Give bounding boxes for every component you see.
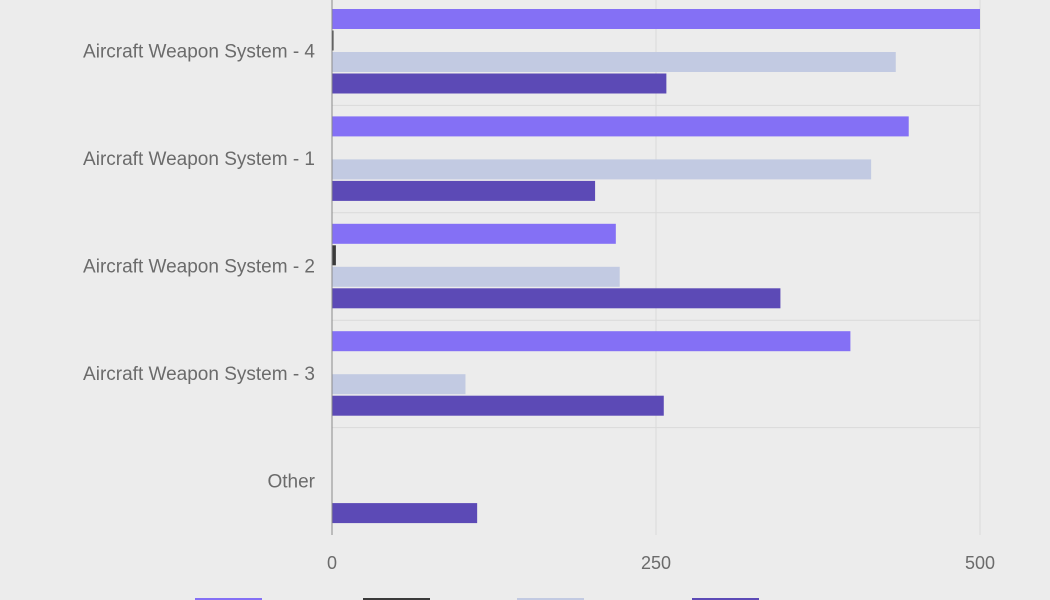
x-tick-label-1: 250	[641, 553, 671, 573]
category-label-4: Other	[267, 471, 315, 492]
bar-series1-cat0	[332, 30, 334, 51]
bar-series1-cat2	[332, 245, 336, 266]
legend-swatch-1[interactable]	[363, 598, 430, 600]
bar-series0-cat0	[332, 9, 980, 29]
bar-series2-cat1	[332, 159, 872, 180]
bar-series0-cat1	[332, 116, 909, 137]
bar-series0-cat3	[332, 331, 851, 352]
bar-series2-cat0	[332, 52, 896, 72]
category-label-1: Aircraft Weapon System - 1	[83, 149, 315, 170]
category-label-2: Aircraft Weapon System - 2	[83, 257, 315, 278]
x-tick-label-0: 0	[327, 553, 337, 573]
legend-swatch-3[interactable]	[692, 598, 759, 600]
bar-series2-cat2	[332, 266, 620, 287]
bar-series3-cat3	[332, 395, 664, 416]
x-tick-label-2: 500	[965, 553, 995, 573]
bar-series3-cat2	[332, 288, 781, 309]
category-label-0: Aircraft Weapon System - 4	[83, 42, 315, 63]
bar-series3-cat0	[332, 73, 667, 94]
bar-series3-cat4	[332, 503, 478, 524]
legend-swatch-2[interactable]	[517, 598, 584, 600]
bar-series3-cat1	[332, 180, 596, 201]
bar-series2-cat3	[332, 374, 466, 395]
category-label-3: Aircraft Weapon System - 3	[83, 364, 315, 385]
legend-swatch-0[interactable]	[195, 598, 262, 600]
bar-series0-cat2	[332, 223, 616, 244]
